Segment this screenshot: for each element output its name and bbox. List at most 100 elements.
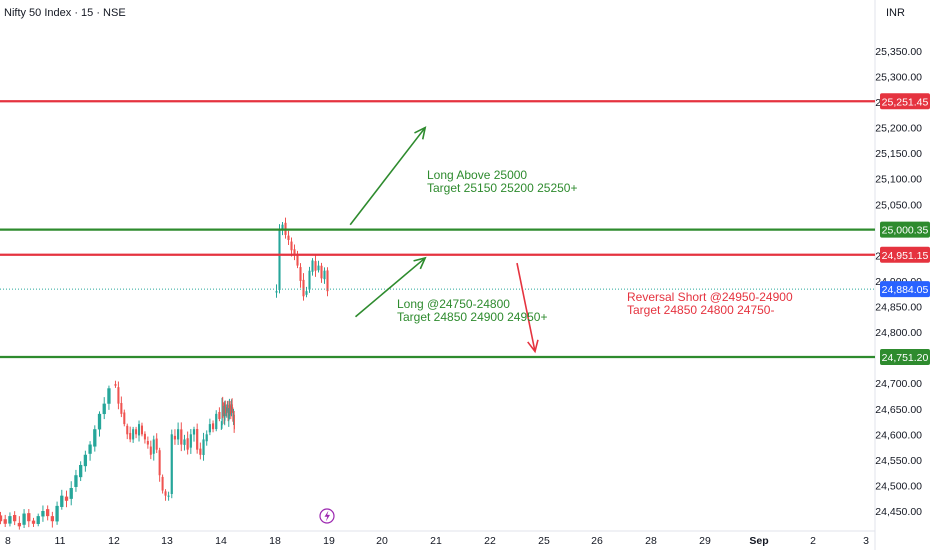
candle-body [183,439,186,445]
candle-body [320,265,323,279]
candle-body [202,439,205,455]
time-tick-label: 29 [699,535,711,547]
time-tick-label: 28 [645,535,657,547]
candle-body [83,454,88,467]
candle-body [120,402,123,414]
arrow-head [414,126,427,140]
candle-body [123,412,126,425]
time-tick-label: 13 [161,535,173,547]
candle-body [64,496,69,501]
candle-body [311,260,314,272]
candle-body [93,429,97,447]
candle-body [196,428,199,450]
candle-body [107,388,111,404]
time-tick-label: 14 [215,535,227,547]
price-tag [880,221,930,238]
price-tag-label: 24,751.20 [882,352,929,364]
candle-body [205,434,208,442]
price-tick-label: 24,600.00 [875,429,922,441]
chart-title: Nifty 50 Index · 15 · NSE [4,7,126,19]
price-tag [880,246,930,263]
candle-body [97,413,102,430]
levels-layer [0,100,875,359]
time-tick-label: 19 [323,535,335,547]
candle-body [211,423,215,430]
price-tag-label: 24,884.05 [882,284,929,296]
price-tick-label: 25,150.00 [875,148,922,160]
time-tick-label: 18 [269,535,281,547]
price-tick-label: 25,100.00 [875,174,922,186]
candle-body [167,495,170,497]
candle-body [143,433,146,440]
candle-body [102,403,106,415]
candle-body [199,448,202,455]
candle-body [69,487,73,499]
candle-body [140,425,144,435]
candle-body [189,434,192,448]
candle-body [278,229,281,290]
price-tick-label: 25,300.00 [875,71,922,83]
annotation-line: Target 24850 24800 24750- [627,303,774,317]
price-tick-label: 24,450.00 [875,506,922,518]
time-tick-label: 3 [863,535,869,547]
candle-body [290,241,293,251]
price-tick-label: 24,700.00 [875,378,922,390]
candle-body [218,411,221,419]
candle-body [231,404,233,409]
candle-body [126,425,129,435]
candle-body [317,265,320,271]
time-tick-label: 8 [5,535,11,547]
candle-body [132,429,135,440]
candle-body [46,509,50,517]
candle-body [79,464,83,478]
price-tick-label: 25,050.00 [875,199,922,211]
price-tick-label: 25,200.00 [875,123,922,135]
price-axis[interactable]: 25,350.0025,300.0025,250.0025,200.0025,1… [875,46,922,518]
candle-body [305,291,308,295]
candle-body [55,505,59,522]
arrow-head [413,256,427,270]
candle-body [302,279,305,297]
candle-body [186,438,189,450]
price-tags-layer: 25,251.45 25,000.35 24,951.15 24,884.05 24,7… [880,93,930,366]
price-tag [880,349,930,366]
price-tag-label: 25,000.35 [882,225,929,237]
price-tag [880,281,930,298]
candle-body [36,516,40,524]
candle-body [173,435,177,440]
candle-body [17,522,22,527]
candle-body [233,414,235,430]
event-marker[interactable] [319,508,335,524]
arrow-line [354,257,426,318]
candle-body [3,519,7,524]
candle-body [180,429,183,445]
price-tag-label: 24,951.15 [882,250,929,262]
time-tick-label: 21 [430,535,442,547]
candle-body [208,424,211,433]
candle-body [164,491,167,496]
candle-body [0,515,3,522]
annotation-line: Target 24850 24900 24950+ [397,310,547,324]
candle-body [281,224,284,230]
arrow-line [516,262,536,352]
candle-body [215,413,218,430]
annotation-line: Reversal Short @24950-24900 [627,290,793,304]
time-tick-label: 12 [108,535,120,547]
time-tick-label: 22 [484,535,496,547]
time-axis[interactable]: 8 11 12 13 14 18 19 20 21 22 25 26 28 29 Sep 2 3 [5,535,869,547]
price-tick-label: 24,800.00 [875,327,922,339]
currency-label[interactable]: INR [886,7,905,19]
price-tick-label: 24,500.00 [875,480,922,492]
candle-body [74,475,78,487]
candle-body [117,387,120,404]
price-tick-label: 24,650.00 [875,404,922,416]
arrows-layer [349,126,539,354]
annotation-line: Target 25150 25200 25250+ [427,181,577,195]
candle-body [177,429,180,440]
time-tick-label: 2 [810,535,816,547]
candle-body [41,511,45,517]
